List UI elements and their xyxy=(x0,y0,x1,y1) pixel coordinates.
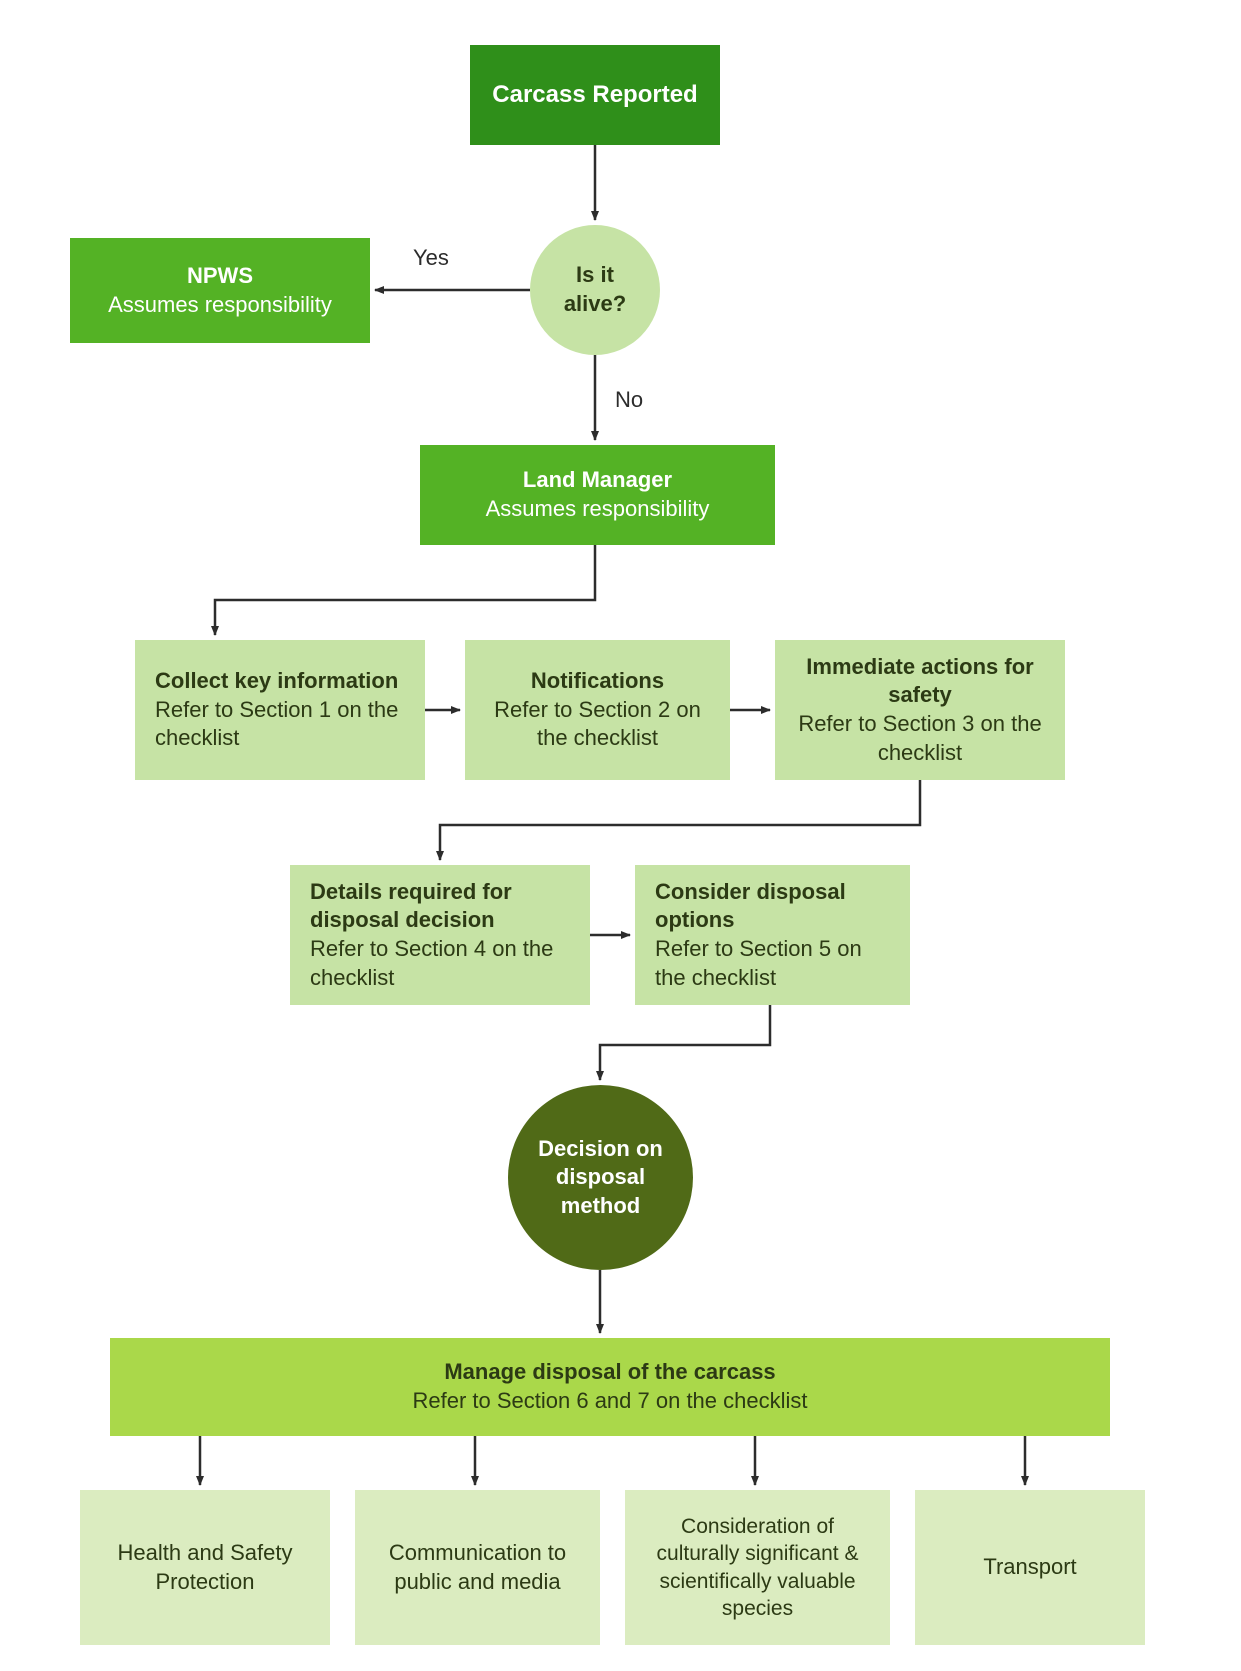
node-sub: Refer to Section 5 on the checklist xyxy=(655,935,890,992)
edge-label-yes: Yes xyxy=(413,245,449,271)
node-sub: Refer to Section 6 and 7 on the checklis… xyxy=(412,1387,807,1416)
node-text: Communication to public and media xyxy=(375,1539,580,1596)
node-details-for-disposal: Details required for disposal decision R… xyxy=(290,865,590,1005)
node-immediate-actions-safety: Immediate actions for safety Refer to Se… xyxy=(775,640,1065,780)
node-sub: Assumes responsibility xyxy=(108,291,332,320)
node-title: Immediate actions for safety xyxy=(795,653,1045,710)
node-title: Carcass Reported xyxy=(492,79,697,110)
node-is-it-alive: Is it alive? xyxy=(530,225,660,355)
node-sub: Refer to Section 4 on the checklist xyxy=(310,935,570,992)
node-text: Health and Safety Protection xyxy=(100,1539,310,1596)
node-collect-key-information: Collect key information Refer to Section… xyxy=(135,640,425,780)
node-sub: Refer to Section 3 on the checklist xyxy=(795,710,1045,767)
node-title: Decision on disposal method xyxy=(528,1135,673,1221)
node-title: Details required for disposal decision xyxy=(310,878,570,935)
node-title: Notifications xyxy=(531,667,664,696)
edge-consider-to-decision xyxy=(600,1005,770,1080)
node-sub: Assumes responsibility xyxy=(486,495,710,524)
node-title: Manage disposal of the carcass xyxy=(444,1358,775,1387)
node-sub: Refer to Section 1 on the checklist xyxy=(155,696,405,753)
node-transport: Transport xyxy=(915,1490,1145,1645)
node-text: Consideration of culturally significant … xyxy=(645,1513,870,1622)
node-decision-disposal-method: Decision on disposal method xyxy=(508,1085,693,1270)
node-health-safety: Health and Safety Protection xyxy=(80,1490,330,1645)
node-communication: Communication to public and media xyxy=(355,1490,600,1645)
node-title: Land Manager xyxy=(523,466,672,495)
node-title: NPWS xyxy=(187,262,253,291)
node-sub: Refer to Section 2 on the checklist xyxy=(485,696,710,753)
node-cultural-scientific: Consideration of culturally significant … xyxy=(625,1490,890,1645)
node-land-manager: Land Manager Assumes responsibility xyxy=(420,445,775,545)
node-notifications: Notifications Refer to Section 2 on the … xyxy=(465,640,730,780)
node-carcass-reported: Carcass Reported xyxy=(470,45,720,145)
node-text: Transport xyxy=(983,1553,1076,1582)
node-consider-disposal-options: Consider disposal options Refer to Secti… xyxy=(635,865,910,1005)
edge-label-no: No xyxy=(615,387,643,413)
node-title: Consider disposal options xyxy=(655,878,890,935)
edge-safety-to-details xyxy=(440,780,920,860)
edge-landmgr-to-collect xyxy=(215,545,595,635)
node-title: Collect key information xyxy=(155,667,398,696)
node-npws: NPWS Assumes responsibility xyxy=(70,238,370,343)
node-manage-disposal: Manage disposal of the carcass Refer to … xyxy=(110,1338,1110,1436)
flowchart-canvas: Carcass Reported Is it alive? NPWS Assum… xyxy=(0,0,1241,1671)
node-title: Is it alive? xyxy=(550,261,640,318)
